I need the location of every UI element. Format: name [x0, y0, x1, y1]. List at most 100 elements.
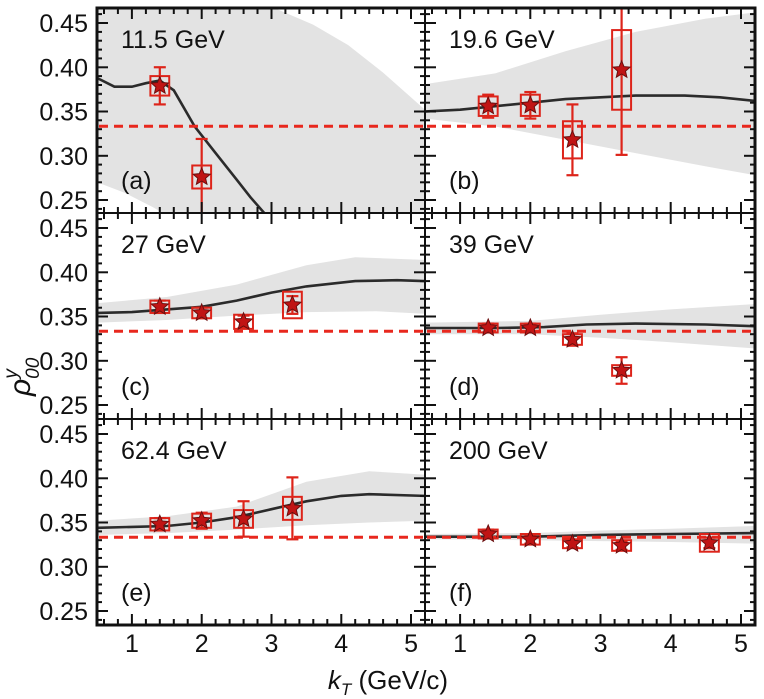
panel-letter: (c)	[121, 373, 150, 401]
y-tick-label: 0.30	[39, 554, 88, 582]
y-tick-label: 0.35	[39, 304, 88, 332]
panel-letter: (b)	[449, 167, 480, 195]
theory-curve	[98, 76, 266, 212]
star-marker	[699, 532, 720, 552]
systematic-box	[191, 164, 213, 190]
y-tick-label: 0.35	[39, 99, 88, 127]
panel-content	[426, 304, 754, 385]
star-marker	[233, 311, 254, 331]
data-point	[191, 302, 213, 322]
y-tick-label: 0.45	[39, 10, 88, 38]
star-marker	[611, 59, 632, 79]
x-tick-label: 2	[195, 630, 209, 658]
x-tick-label: 3	[265, 630, 279, 658]
panel-c: 27 GeV (c)	[96, 212, 426, 420]
beam-energy-label: 39 GeV	[449, 231, 534, 259]
star-marker	[611, 360, 632, 379]
star-marker	[191, 510, 212, 530]
panel-letter: (e)	[121, 579, 152, 607]
data-point	[519, 529, 541, 548]
panel-content	[98, 471, 424, 541]
y-tick-label: 0.35	[39, 510, 88, 538]
data-point	[191, 510, 213, 530]
uncertainty-band	[426, 12, 754, 176]
panel-content	[426, 523, 754, 554]
star-marker	[191, 302, 212, 322]
data-point	[281, 290, 303, 320]
theory-curve	[426, 94, 754, 113]
star-marker	[611, 535, 632, 554]
beam-energy-label: 200 GeV	[449, 437, 548, 465]
x-tick-label: 4	[664, 630, 678, 658]
data-point	[519, 90, 541, 120]
data-point	[149, 66, 171, 106]
systematic-box	[281, 290, 303, 320]
systematic-box	[611, 29, 633, 111]
data-point	[477, 317, 499, 337]
panel-letter: (f)	[449, 579, 473, 607]
y-axis-title: ρ00y	[1, 357, 44, 397]
x-tick-label: 1	[453, 630, 467, 658]
data-point	[698, 532, 720, 553]
tick-marks	[425, 8, 755, 213]
star-marker	[478, 523, 498, 543]
y-tick-label: 0.25	[39, 392, 88, 420]
star-marker	[282, 294, 303, 314]
star-marker	[562, 129, 583, 149]
y-tick-label: 0.25	[39, 598, 88, 626]
x-tick-label: 5	[734, 630, 748, 658]
panel-letter: (d)	[449, 373, 480, 401]
x-tick-label: 3	[594, 630, 608, 658]
data-point	[561, 103, 583, 177]
uncertainty-band	[98, 9, 424, 212]
x-tick-label: 5	[404, 630, 418, 658]
y-tick-label: 0.30	[39, 348, 88, 376]
systematic-box	[281, 495, 303, 521]
y-tick-label: 0.40	[39, 259, 88, 287]
uncertainty-band	[426, 304, 754, 349]
beam-energy-label: 11.5 GeV	[121, 26, 225, 54]
star-marker	[478, 317, 498, 337]
panel-d: 39 GeV (d)	[424, 212, 756, 420]
data-point	[561, 329, 583, 348]
y-tick-label: 0.30	[39, 143, 88, 171]
x-tick-label: 1	[125, 630, 139, 658]
beam-energy-label: 27 GeV	[121, 231, 206, 259]
panel-f: 200 GeV (f)	[424, 418, 756, 626]
panel-b: 19.6 GeV (b)	[424, 7, 756, 214]
theory-curve	[98, 278, 424, 315]
panel-letter: (a)	[121, 167, 152, 195]
tick-marks	[425, 213, 755, 419]
theory-curve	[98, 492, 424, 530]
panel-a: 11.5 GeV (a)	[96, 7, 426, 214]
data-point	[233, 500, 254, 538]
y-tick-label: 0.45	[39, 421, 88, 449]
data-point	[561, 533, 583, 553]
data-point	[611, 356, 633, 385]
data-point	[149, 296, 171, 316]
theory-curve	[426, 322, 754, 330]
x-tick-label: 4	[334, 630, 348, 658]
uncertainty-band	[98, 471, 424, 535]
data-point	[233, 311, 254, 331]
panel-content	[98, 9, 424, 212]
data-point	[281, 476, 303, 541]
y-tick-label: 0.40	[39, 54, 88, 82]
data-point	[191, 137, 213, 212]
outer-frame	[95, 6, 757, 627]
panel-e: 62.4 GeV (e)	[96, 418, 426, 626]
star-marker	[562, 329, 583, 348]
star-marker	[478, 95, 498, 115]
star-marker	[520, 95, 541, 114]
data-point	[611, 9, 633, 156]
data-point	[477, 523, 499, 543]
y-tick-label: 0.25	[39, 187, 88, 215]
data-point	[149, 513, 171, 533]
star-marker	[150, 75, 170, 95]
data-point	[477, 93, 499, 119]
systematic-box	[561, 120, 583, 160]
x-tick-label: 2	[523, 630, 537, 658]
star-marker	[520, 317, 541, 337]
uncertainty-band	[98, 257, 424, 323]
